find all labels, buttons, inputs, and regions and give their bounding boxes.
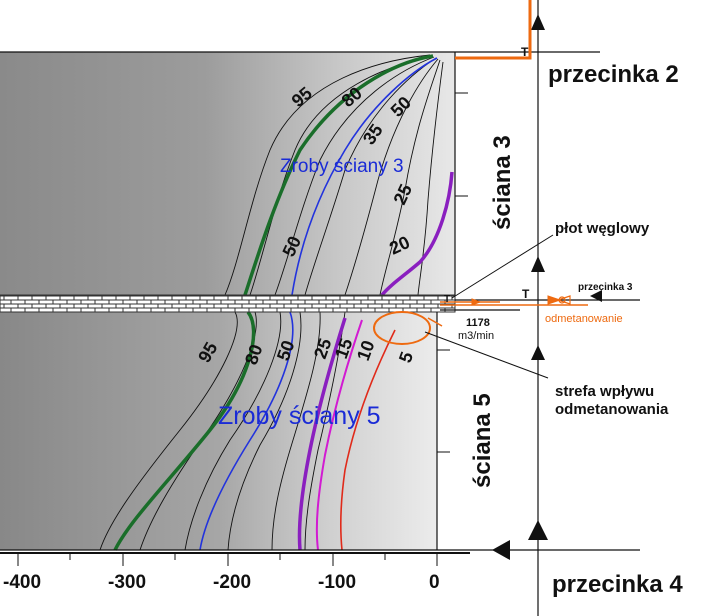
methane-drainage-pipe [373, 0, 588, 345]
x-tick-label: -200 [213, 572, 251, 593]
influence-zone-label-2: odmetanowania [555, 401, 669, 418]
upper-goaf-area [0, 52, 455, 295]
crosscut-3-label: przecinka 3 [578, 282, 633, 293]
airflow-arrows [492, 14, 602, 560]
contour-25-lower [297, 317, 347, 551]
influence-zone-label-1: strefa wpływu [555, 383, 654, 400]
contour-20-upper [380, 171, 454, 297]
flow-unit: m3/min [458, 330, 494, 342]
x-tick-label: -100 [318, 572, 356, 593]
crosscut-2-label: przecinka 2 [548, 61, 679, 88]
contour-50-upper [291, 57, 438, 296]
leader-lines [424, 234, 554, 379]
t-marker: T [444, 294, 450, 305]
contour-50-lower [199, 311, 294, 551]
upper-goaf-label: Zroby ściany 3 [280, 156, 404, 177]
drainage-influence-zone [373, 311, 431, 345]
contour-5-lower [339, 329, 396, 551]
x-tick-label: -400 [3, 572, 41, 593]
t-marker: T [522, 287, 530, 301]
lower-goaf-area [0, 312, 437, 550]
lower-goaf-label: Zroby ściany 5 [218, 402, 381, 430]
contour-80-upper [243, 54, 434, 296]
coal-pillar-band [0, 294, 456, 313]
coal-pillar-label: płot węglowy [555, 220, 650, 237]
drainage-label: odmetanowanie [545, 313, 623, 325]
x-tick-label: -300 [108, 572, 146, 593]
x-axis [0, 552, 470, 566]
face-3-label: ściana 3 [489, 135, 516, 230]
upper-contour-lines [224, 54, 444, 296]
face-5-label: ściana 5 [469, 393, 496, 488]
flow-value: 1178 [466, 317, 490, 329]
t-marker: T [521, 45, 529, 59]
x-tick-label: 0 [429, 572, 440, 593]
face-ticks [437, 92, 468, 453]
crosscut-4-label: przecinka 4 [552, 571, 683, 598]
contour-80-lower [113, 310, 256, 551]
contour-15-lower [315, 319, 363, 551]
